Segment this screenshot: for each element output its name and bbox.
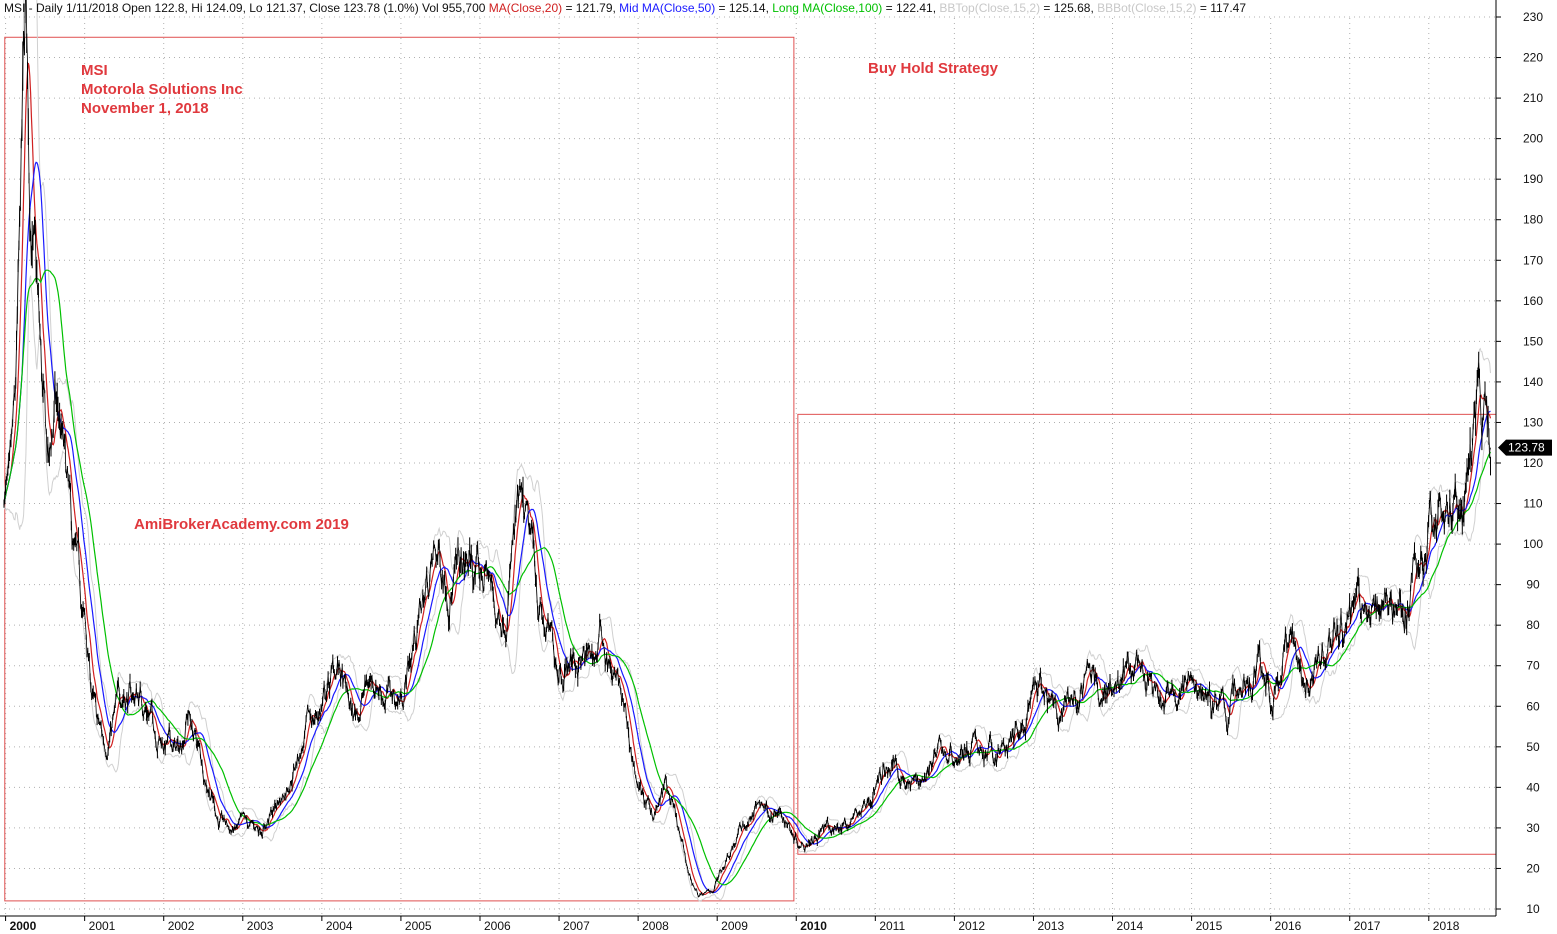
y-tick-label: 200: [1523, 132, 1543, 146]
y-tick-label: 130: [1523, 415, 1543, 429]
x-tick-label: 2002: [168, 919, 195, 933]
x-tick-label: 2006: [484, 919, 511, 933]
x-tick-label: 2015: [1196, 919, 1223, 933]
header-part: BBBot(Close,15,2): [1097, 1, 1196, 15]
x-tick-label: 2018: [1433, 919, 1460, 933]
y-tick-label: 110: [1523, 497, 1542, 511]
y-tick-label: 190: [1523, 172, 1543, 186]
x-tick-label: 2011: [879, 919, 905, 933]
y-tick-label: 40: [1526, 780, 1540, 794]
y-tick-label: 170: [1523, 253, 1543, 267]
y-tick-label: 220: [1523, 51, 1543, 65]
y-tick-label: 10: [1526, 902, 1540, 916]
price-series: [3, 0, 1491, 898]
header-part: BBTop(Close,15,2): [939, 1, 1040, 15]
last-price-value: 123.78: [1508, 441, 1545, 455]
y-tick-label: 90: [1526, 578, 1540, 592]
x-tick-label: 2004: [326, 919, 353, 933]
y-tick-label: 150: [1523, 334, 1543, 348]
price-close-line: [3, 0, 1491, 897]
header-part: = 117.47: [1197, 1, 1247, 15]
header-part: = 121.79,: [562, 1, 619, 15]
bollinger-top-line: [3, 0, 1491, 890]
x-tick-label: 2017: [1354, 919, 1381, 933]
header-part: MA(Close,20): [489, 1, 562, 15]
header-part: Mid MA(Close,50): [619, 1, 715, 15]
x-tick-label: 2013: [1037, 919, 1064, 933]
x-tick-label: 2001: [89, 919, 116, 933]
x-tick-label: 2009: [721, 919, 748, 933]
y-tick-label: 20: [1526, 861, 1540, 875]
y-tick-label: 210: [1523, 91, 1543, 105]
strategy-label: Buy Hold Strategy: [868, 60, 999, 77]
x-tick-label: 2016: [1275, 919, 1302, 933]
bollinger-bottom-line: [3, 275, 1491, 902]
chart-header: MSI - Daily 1/11/2018 Open 122.8, Hi 124…: [4, 1, 1246, 15]
y-tick-label: 140: [1523, 375, 1543, 389]
price-bars: [3, 3, 1491, 898]
header-part: = 122.41,: [882, 1, 939, 15]
x-tick-label: 2010: [800, 919, 827, 933]
x-tick-label: 2014: [1117, 919, 1144, 933]
x-tick-label: 2005: [405, 919, 432, 933]
x-tick-label: 2003: [247, 919, 274, 933]
header-part: = 125.68,: [1040, 1, 1097, 15]
ticker-label: MSI: [81, 62, 108, 79]
y-tick-label: 30: [1526, 821, 1540, 835]
company-label: Motorola Solutions Inc: [81, 81, 243, 98]
y-tick-label: 120: [1523, 456, 1543, 470]
y-tick-label: 180: [1523, 213, 1543, 227]
x-tick-label: 2000: [10, 919, 37, 933]
y-tick-label: 230: [1523, 10, 1543, 24]
date-label: November 1, 2018: [81, 100, 209, 117]
strategy-box: [797, 413, 1497, 855]
x-tick-label: 2008: [642, 919, 669, 933]
moving-average-line: [3, 62, 1492, 896]
x-tick-label: 2007: [563, 919, 590, 933]
y-tick-label: 60: [1526, 699, 1540, 713]
watermark-label: AmiBrokerAcademy.com 2019: [134, 516, 349, 533]
y-tick-label: 100: [1523, 537, 1543, 551]
strategy-box: [4, 36, 795, 902]
grid-lines: [4, 16, 1496, 916]
x-tick-label: 2012: [958, 919, 985, 933]
last-price-badge: 123.78: [1498, 439, 1552, 456]
y-tick-label: 70: [1526, 659, 1540, 673]
header-part: Long MA(Close,100): [772, 1, 882, 15]
moving-average-lines: [3, 62, 1492, 896]
strategy-boxes: [4, 36, 1497, 902]
bollinger-band-traces: [3, 0, 1491, 902]
y-tick-label: 160: [1523, 294, 1543, 308]
y-tick-label: 80: [1526, 618, 1540, 632]
header-part: MSI - Daily 1/11/2018 Open 122.8, Hi 124…: [4, 1, 489, 15]
moving-average-line: [3, 269, 1492, 886]
header-part: = 125.14,: [715, 1, 772, 15]
y-tick-label: 50: [1526, 740, 1540, 754]
